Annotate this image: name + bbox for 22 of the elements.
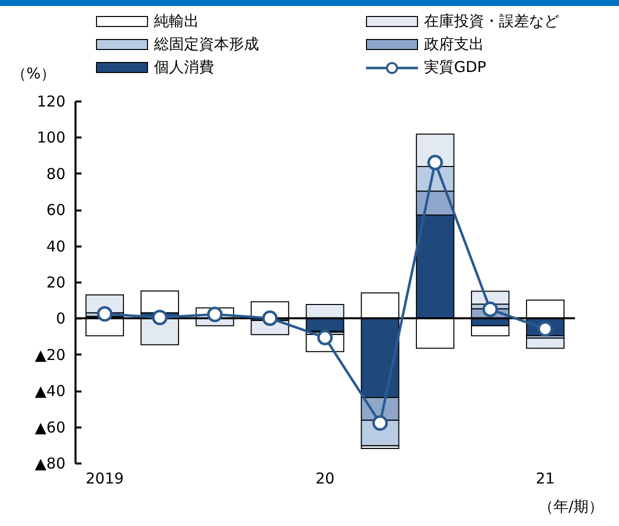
y-tick-label: ▲40 [34, 382, 66, 400]
x-tick-label: 2019 [86, 470, 124, 488]
y-tick-label: 80 [46, 164, 66, 183]
y-tick-label: 40 [46, 237, 66, 256]
y-tick-label: 60 [46, 201, 66, 220]
y-tick-label: ▲60 [34, 418, 66, 436]
legend-label: 純輸出 [154, 12, 199, 31]
legend-label: 実質GDP [424, 58, 486, 77]
x-tick-label: 20 [315, 470, 335, 488]
x-tick-label: 21 [536, 470, 555, 488]
y-tick-label: ▲20 [34, 346, 66, 364]
legend-label: 総固定資本形成 [154, 35, 259, 54]
legend-label: 在庫投資・誤差など [424, 12, 559, 31]
y-axis-title: （%） [11, 64, 56, 82]
y-tick-label: 100 [36, 128, 66, 147]
legend-label: 政府支出 [424, 35, 484, 54]
y-tick-label: ▲80 [34, 454, 66, 472]
legend-label: 個人消費 [154, 58, 214, 77]
y-tick-label: 0 [56, 310, 66, 328]
y-tick-label: 20 [46, 274, 66, 292]
x-axis-title: （年/期） [538, 498, 604, 516]
y-tick-label: 120 [36, 92, 66, 110]
